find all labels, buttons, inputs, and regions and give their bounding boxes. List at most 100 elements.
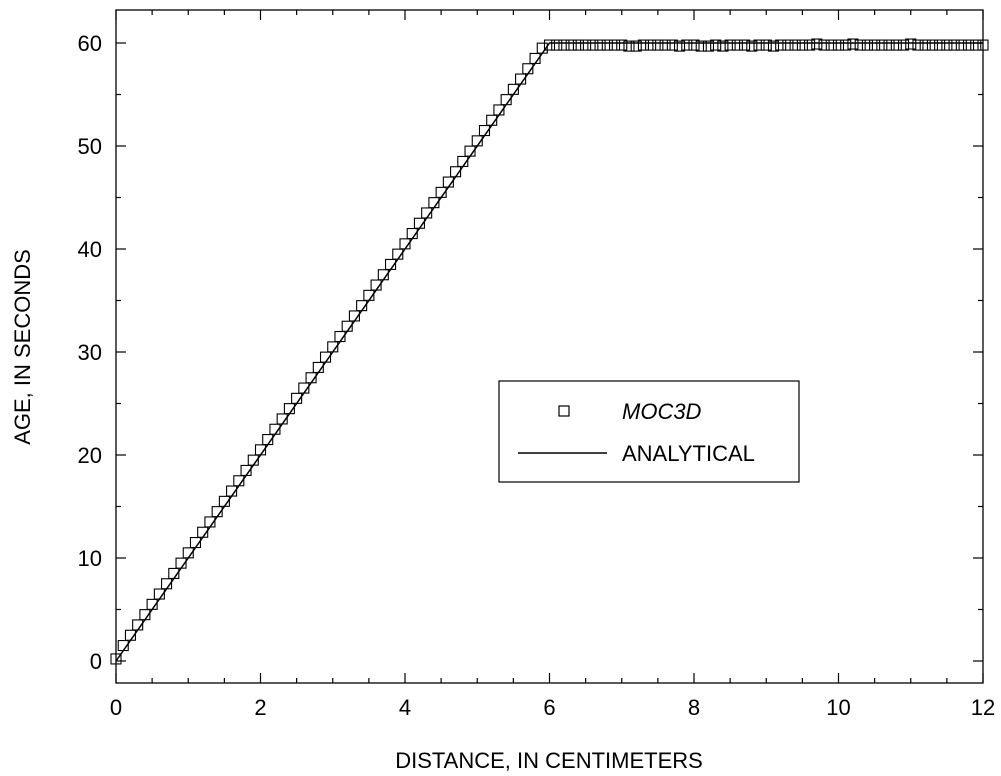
y-tick-label: 30: [78, 340, 102, 365]
moc3d-point: [753, 39, 765, 51]
moc3d-point: [139, 609, 151, 621]
moc3d-point: [457, 155, 469, 167]
moc3d-point: [804, 39, 816, 51]
moc3d-point: [637, 39, 649, 51]
y-tick-label: 60: [78, 31, 102, 56]
moc3d-point: [811, 38, 823, 50]
moc3d-point: [970, 39, 982, 51]
moc3d-point: [883, 39, 895, 51]
moc3d-point: [876, 39, 888, 51]
moc3d-point: [905, 38, 917, 50]
moc3d-point: [493, 104, 505, 116]
moc3d-point: [695, 40, 707, 52]
moc3d-point: [854, 39, 866, 51]
moc3d-point: [594, 39, 606, 51]
moc3d-point: [262, 433, 274, 446]
moc3d-point: [269, 423, 281, 435]
moc3d-point: [717, 40, 729, 52]
moc3d-point: [948, 39, 960, 51]
moc3d-point: [124, 629, 136, 641]
moc3d-point: [500, 94, 512, 106]
moc3d-point: [334, 330, 346, 343]
moc3d-point: [926, 39, 938, 51]
moc3d-point: [233, 475, 245, 487]
moc3d-point: [551, 39, 563, 51]
y-tick-label: 50: [78, 134, 102, 159]
x-tick-label: 8: [688, 695, 700, 720]
moc3d-point: [941, 39, 953, 51]
moc3d-point: [890, 39, 902, 51]
moc3d-point: [572, 39, 584, 51]
moc3d-point: [897, 39, 910, 51]
moc3d-point: [161, 578, 173, 590]
moc3d-point: [840, 39, 852, 51]
moc3d-point: [623, 40, 635, 52]
moc3d-point: [450, 166, 462, 178]
moc3d-point: [775, 39, 787, 51]
moc3d-point: [348, 310, 360, 322]
moc3d-point: [955, 39, 967, 51]
x-tick-label: 4: [399, 695, 411, 720]
moc3d-point: [478, 125, 491, 137]
moc3d-point: [796, 39, 808, 51]
plot-frame: [115, 9, 984, 684]
moc3d-point: [919, 39, 931, 51]
moc3d-point: [132, 619, 144, 631]
moc3d-point: [240, 464, 252, 477]
moc3d-point: [652, 39, 664, 51]
moc3d-point: [291, 392, 303, 404]
y-tick-label: 20: [78, 443, 102, 468]
moc3d-point: [283, 403, 295, 415]
moc3d-point: [298, 382, 310, 394]
moc3d-point: [153, 588, 165, 600]
x-tick-label: 0: [110, 695, 122, 720]
legend-marker-moc3d: [558, 405, 570, 417]
moc3d-point: [760, 39, 772, 51]
moc3d-point: [818, 39, 830, 51]
moc3d-point: [363, 289, 375, 301]
analytical-line: [115, 42, 983, 662]
moc3d-point: [782, 39, 794, 51]
x-tick-label: 2: [254, 695, 266, 720]
moc3d-point: [486, 114, 498, 126]
moc3d-point: [710, 39, 722, 51]
data-series: [110, 38, 989, 665]
x-tick-label: 12: [971, 695, 995, 720]
moc3d-point: [168, 567, 180, 580]
moc3d-point: [847, 38, 859, 50]
y-tick-label: 40: [78, 237, 102, 262]
moc3d-point: [204, 516, 216, 528]
moc3d-point: [319, 351, 332, 363]
legend-box: [498, 380, 800, 483]
legend-label-analytical: ANALYTICAL: [622, 441, 755, 466]
moc3d-point: [543, 39, 556, 51]
moc3d-point: [789, 39, 801, 51]
moc3d-point: [182, 547, 194, 559]
moc3d-point: [384, 258, 397, 271]
moc3d-point: [175, 557, 187, 569]
legend-label-moc3d: MOC3D: [622, 399, 702, 424]
moc3d-point: [464, 145, 476, 157]
moc3d-point: [392, 248, 404, 260]
y-tick-label: 10: [78, 546, 102, 571]
moc3d-point: [110, 653, 122, 665]
moc3d-point: [601, 39, 613, 51]
moc3d-point: [146, 598, 158, 610]
moc3d-point: [226, 485, 238, 497]
moc3d-point: [515, 73, 527, 85]
x-axis-title: DISTANCE, IN CENTIMETERS: [395, 748, 703, 773]
moc3d-point: [608, 39, 621, 51]
moc3d-point: [399, 238, 411, 250]
moc3d-point: [731, 39, 743, 51]
legend: MOC3D ANALYTICAL: [498, 380, 800, 483]
moc3d-point: [861, 39, 873, 51]
moc3d-point: [869, 39, 881, 51]
moc3d-point: [666, 39, 678, 51]
moc3d-point: [659, 39, 671, 51]
moc3d-point: [580, 39, 592, 51]
moc3d-point: [739, 39, 751, 51]
moc3d-point: [645, 39, 657, 51]
axis-ticks: 0 2 4 6 8 10 12 0 10 20 30 40 50 60: [78, 10, 995, 720]
moc3d-point: [832, 39, 845, 51]
